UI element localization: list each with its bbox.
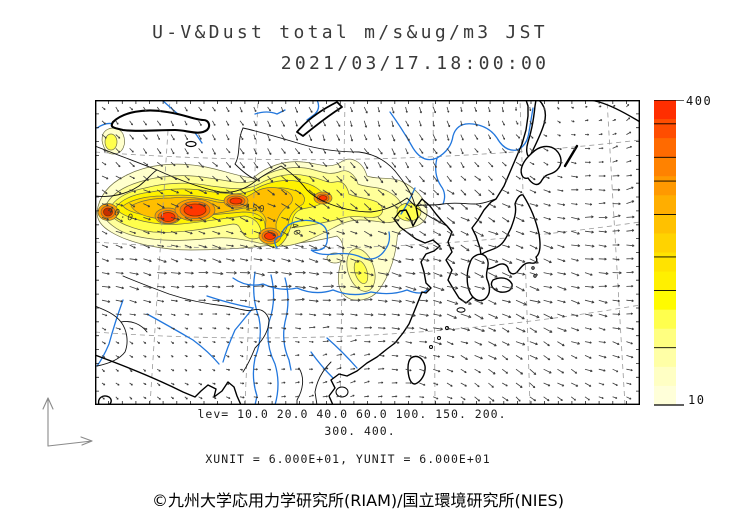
island-hokkaido (520, 145, 562, 186)
lakes (110, 101, 343, 148)
graticule-lines (95, 100, 640, 405)
contour-label: 150 (245, 203, 267, 215)
island-shikoku (490, 277, 513, 293)
contour-levels-text-2: 300. 400. (324, 424, 396, 438)
contour-levels-text: lev= 10.0 20.0 40.0 60.0 100. 150. 200. (197, 407, 507, 421)
island-jeju (456, 307, 466, 313)
x-unit-arrow (47, 436, 93, 447)
unit-vector-axes (42, 397, 93, 447)
colorbar-max-label: 400 (686, 94, 713, 108)
frame-tick-marks (95, 100, 640, 405)
island-taiwan (407, 355, 426, 385)
coastlines (95, 100, 640, 405)
island-kyushu (466, 253, 491, 302)
island-hainan (335, 386, 349, 398)
y-unit-arrow (42, 397, 54, 447)
chart-title: U-V&Dust total m/s&ug/m3 JST (152, 22, 548, 43)
colorbar (654, 100, 684, 406)
chart-timestamp: 2021/03/17.18:00:00 (280, 53, 550, 74)
lake-balkhash (110, 109, 211, 134)
colorbar-min-label: 10 (688, 393, 706, 407)
vector-units-text: XUNIT = 6.000E+01, YUNIT = 6.000E+01 (205, 452, 491, 466)
dust-contour-fills (96, 127, 428, 301)
map-frame (95, 100, 640, 405)
copyright-text: ©九州大学応用力学研究所(RIAM)/国立環境研究所(NIES) (152, 491, 564, 510)
wind-vector-arrows (101, 103, 635, 402)
contour-label: 40 (288, 222, 302, 238)
lake-baikal (296, 101, 343, 137)
